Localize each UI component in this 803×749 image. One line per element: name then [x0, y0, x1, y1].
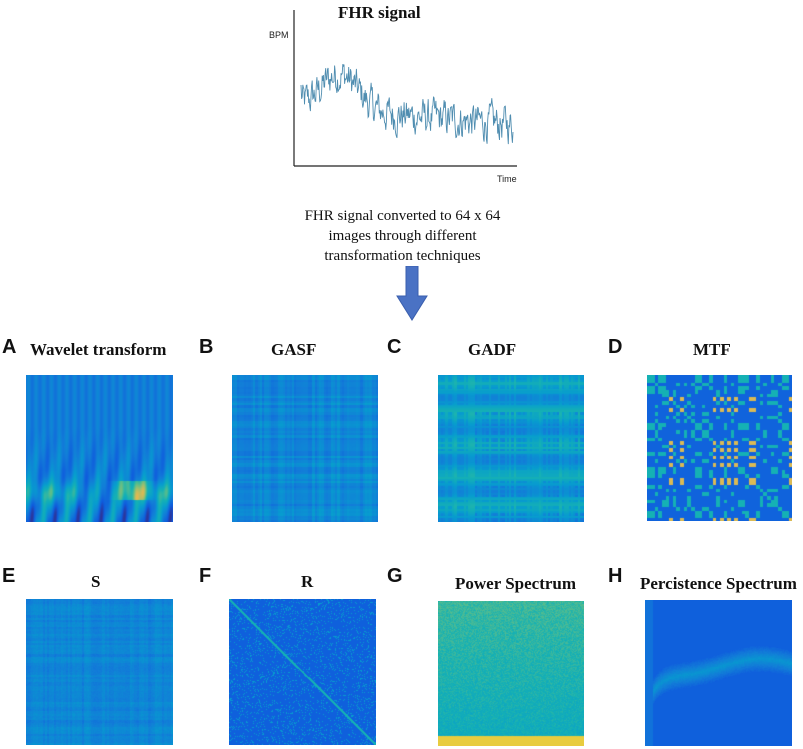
panel-letter-a: A — [2, 336, 17, 358]
fhr-signal-chart — [293, 10, 517, 167]
panel-letter-g: G — [387, 565, 403, 587]
panel-letter-e: E — [2, 565, 16, 587]
panel-letter-d: D — [608, 336, 623, 358]
panel-title-persistence-spectrum: Percistence Spectrum — [640, 574, 797, 593]
panel-title-power-spectrum: Power Spectrum — [455, 574, 577, 593]
r-image — [229, 599, 376, 745]
caption-line-3: transformation techniques — [324, 248, 481, 264]
panel-title-mtf: MTF — [693, 340, 731, 359]
panel-title-wavelet: Wavelet transform — [30, 340, 167, 359]
panel-title-r: R — [301, 572, 314, 591]
wavelet-transform-image — [26, 375, 173, 522]
panel-title-s: S — [91, 572, 101, 591]
gadf-image — [438, 375, 584, 522]
caption-line-1: FHR signal converted to 64 x 64 — [304, 208, 501, 224]
power-spectrum-image — [438, 601, 584, 746]
fhr-chart-title: FHR signal — [338, 3, 421, 22]
panel-letter-c: C — [387, 336, 402, 358]
panel-title-gadf: GADF — [468, 340, 517, 359]
persistence-spectrum-image — [645, 600, 792, 746]
fhr-signal-line — [300, 63, 514, 145]
transform-caption: FHR signal converted to 64 x 64 images t… — [270, 206, 535, 266]
gasf-image — [232, 375, 378, 522]
mtf-image — [647, 375, 792, 521]
s-image — [26, 599, 173, 745]
fhr-ylabel: BPM — [269, 30, 289, 40]
panel-letter-f: F — [199, 565, 212, 587]
down-arrow-icon — [396, 266, 428, 321]
caption-line-2: images through different — [328, 228, 477, 244]
panel-letter-b: B — [199, 336, 214, 358]
panel-letter-h: H — [608, 565, 623, 587]
fhr-xlabel: Time — [497, 174, 517, 184]
panel-title-gasf: GASF — [271, 340, 317, 359]
